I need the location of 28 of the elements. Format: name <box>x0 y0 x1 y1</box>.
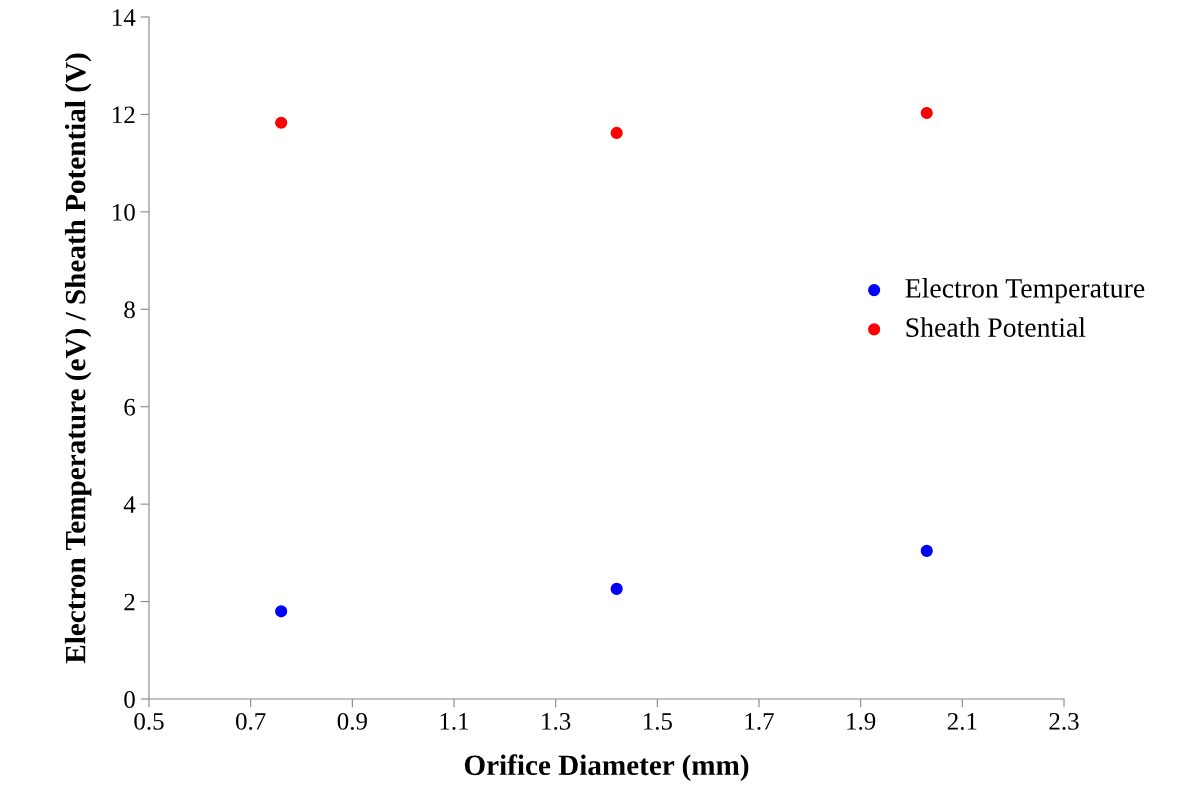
x-tick-label: 1.9 <box>847 712 876 730</box>
y-tick-label: 10 <box>113 203 135 221</box>
x-tick-label: 2.3 <box>1049 712 1079 730</box>
x-tick-label: 0.5 <box>134 712 164 730</box>
point <box>610 126 623 140</box>
x-tick-label: 0.9 <box>337 712 367 730</box>
x-axis-title: Orifice Diameter (mm) <box>464 754 749 782</box>
point <box>610 582 623 595</box>
legend-label: Sheath Potential <box>906 317 1086 337</box>
point <box>275 116 288 129</box>
y-tick-label: 0 <box>124 691 135 708</box>
y-tick-label: 12 <box>113 106 135 124</box>
y-axis-title: Electron Temperature (eV) / Sheath Potential (V) <box>64 53 92 664</box>
x-tick-label: 0.7 <box>235 712 266 730</box>
x-tick-label: 1.3 <box>542 712 571 730</box>
y-tick-label: 2 <box>124 593 135 611</box>
y-tick-label: 4 <box>123 496 136 513</box>
y-tick-label: 8 <box>124 301 135 319</box>
y-tick-label: 14 <box>113 9 136 26</box>
x-tick-label: 2.1 <box>947 712 977 730</box>
y-tick-label: 6 <box>124 398 136 416</box>
legend-label: Electron Temperature <box>905 278 1145 304</box>
point <box>920 106 933 120</box>
x-tick-label: 1.5 <box>643 713 672 730</box>
x-tick-label: 1.7 <box>745 713 774 730</box>
x-tick-label: 1.1 <box>440 713 469 730</box>
point <box>275 605 288 618</box>
point <box>920 544 933 557</box>
